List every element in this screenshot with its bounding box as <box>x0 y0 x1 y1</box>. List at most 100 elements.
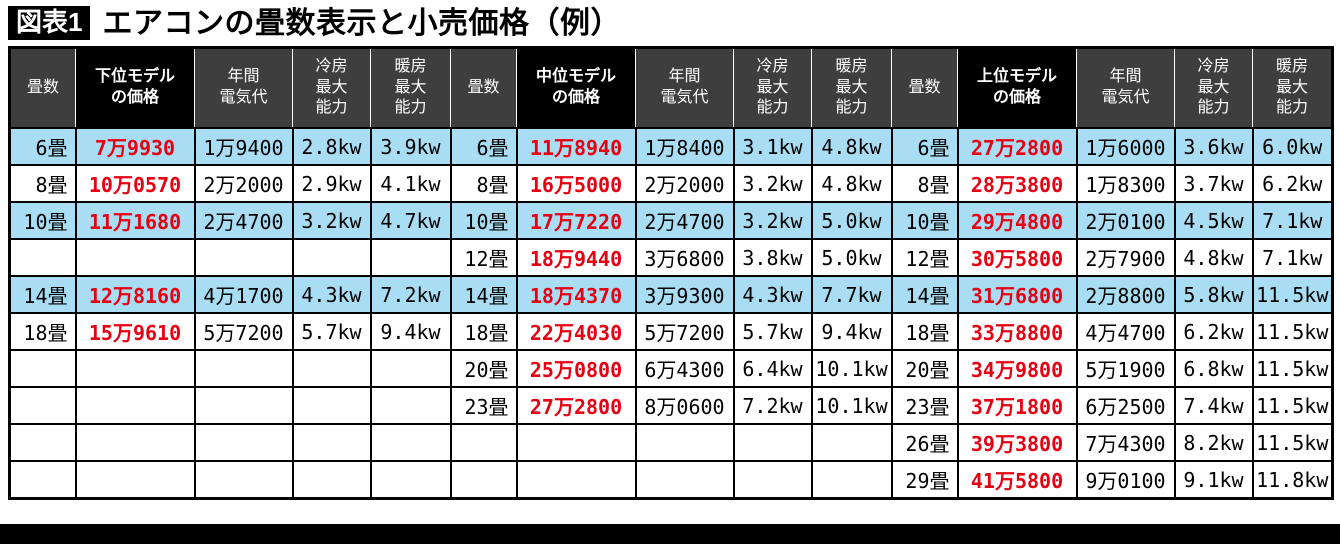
price-cell: 31万6800 <box>956 275 1078 314</box>
price-cell: 34万9800 <box>956 349 1078 388</box>
value-cell <box>369 423 452 462</box>
tatami-size-cell <box>8 460 77 500</box>
table-row: 10畳 11万1680 2万4700 3.2kw 4.7kw 10畳 17万7220 2万47… <box>8 201 1334 240</box>
price-cell: 27万2800 <box>956 127 1078 166</box>
value-cell <box>732 423 813 462</box>
tatami-size-cell: 8畳 <box>449 164 518 203</box>
value-cell: 6万4300 <box>634 349 735 388</box>
table-row: 12畳 18万9440 3万6800 3.8kw 5.0kw 12畳 30万5800 2万79… <box>8 238 1334 277</box>
value-cell: 1万6000 <box>1075 127 1176 166</box>
tatami-size-cell <box>8 238 77 277</box>
price-cell: 33万8800 <box>956 312 1078 351</box>
tatami-size-cell: 6畳 <box>8 127 77 166</box>
value-cell: 7万4300 <box>1075 423 1176 462</box>
value-cell: 3.6kw <box>1173 127 1254 166</box>
tatami-size-cell: 18畳 <box>890 312 959 351</box>
price-cell: 7万9930 <box>74 127 196 166</box>
value-cell <box>291 349 372 388</box>
price-cell: 18万9440 <box>515 238 637 277</box>
tatami-size-cell: 6畳 <box>449 127 518 166</box>
table-header-row: 畳数 下位モデル の価格 年間 電気代 冷房 最大 能力 暖房 最大 能力 畳数 中位モデル… <box>9 47 1333 129</box>
table-row: 6畳 7万9930 1万9400 2.8kw 3.9kw 6畳 11万8940 1万8400 3… <box>8 127 1334 166</box>
value-cell <box>193 349 294 388</box>
value-cell: 8.2kw <box>1173 423 1254 462</box>
tatami-size-cell: 18畳 <box>8 312 77 351</box>
tatami-size-cell: 6畳 <box>890 127 959 166</box>
value-cell: 5.0kw <box>810 238 893 277</box>
column-header: 暖房 最大 能力 <box>370 47 451 129</box>
table-row: 20畳 25万0800 6万4300 6.4kw 10.1kw 20畳 34万9800 5万1… <box>8 349 1334 388</box>
value-cell <box>193 460 294 500</box>
price-cell: 30万5800 <box>956 238 1078 277</box>
value-cell <box>291 460 372 500</box>
tatami-size-cell: 10畳 <box>8 201 77 240</box>
tatami-size-cell: 10畳 <box>890 201 959 240</box>
value-cell: 4万1700 <box>193 275 294 314</box>
value-cell: 9.4kw <box>810 312 893 351</box>
value-cell <box>634 423 735 462</box>
value-cell: 3.8kw <box>732 238 813 277</box>
table-row: 29畳 41万5800 9万0100 9.1kw 11.8kw <box>8 460 1334 500</box>
value-cell: 5.7kw <box>732 312 813 351</box>
price-cell: 29万4800 <box>956 201 1078 240</box>
value-cell: 10.1kw <box>810 349 893 388</box>
value-cell: 6.0kw <box>1251 127 1334 166</box>
price-cell <box>74 238 196 277</box>
column-header: 冷房 最大 能力 <box>1174 47 1253 129</box>
tatami-size-cell: 8畳 <box>8 164 77 203</box>
value-cell: 4.3kw <box>732 275 813 314</box>
value-cell: 2.9kw <box>291 164 372 203</box>
column-header: 畳数 <box>450 47 517 129</box>
figure-header: 図表1 エアコンの畳数表示と小売価格（例） <box>0 0 1340 46</box>
value-cell: 5万7200 <box>634 312 735 351</box>
value-cell <box>810 460 893 500</box>
column-header: 年間 電気代 <box>194 47 293 129</box>
value-cell: 3万6800 <box>634 238 735 277</box>
tatami-size-cell: 18畳 <box>449 312 518 351</box>
value-cell: 8万0600 <box>634 386 735 425</box>
value-cell: 6.2kw <box>1173 312 1254 351</box>
price-cell <box>74 423 196 462</box>
price-cell: 37万1800 <box>956 386 1078 425</box>
page-title: エアコンの畳数表示と小売価格（例） <box>102 6 621 40</box>
tatami-size-cell: 29畳 <box>890 460 959 500</box>
price-cell: 11万1680 <box>74 201 196 240</box>
value-cell <box>369 386 452 425</box>
bottom-divider-bar <box>0 524 1340 544</box>
tatami-size-cell <box>449 423 518 462</box>
tatami-size-cell: 12畳 <box>890 238 959 277</box>
value-cell: 4.8kw <box>810 164 893 203</box>
column-header: 畳数 <box>9 47 76 129</box>
value-cell: 3.2kw <box>732 164 813 203</box>
value-cell: 3.1kw <box>732 127 813 166</box>
value-cell: 5.7kw <box>291 312 372 351</box>
tatami-size-cell: 14畳 <box>890 275 959 314</box>
value-cell: 4.3kw <box>291 275 372 314</box>
price-cell: 22万4030 <box>515 312 637 351</box>
value-cell: 4万4700 <box>1075 312 1176 351</box>
table-row: 14畳 12万8160 4万1700 4.3kw 7.2kw 14畳 18万4370 3万93… <box>8 275 1334 314</box>
value-cell: 4.1kw <box>369 164 452 203</box>
price-cell <box>74 386 196 425</box>
price-cell: 28万3800 <box>956 164 1078 203</box>
value-cell <box>810 423 893 462</box>
value-cell <box>369 460 452 500</box>
value-cell: 4.8kw <box>810 127 893 166</box>
value-cell: 3.2kw <box>291 201 372 240</box>
value-cell: 3.9kw <box>369 127 452 166</box>
value-cell: 4.7kw <box>369 201 452 240</box>
table-row: 8畳 10万0570 2万2000 2.9kw 4.1kw 8畳 16万5000 2万2000… <box>8 164 1334 203</box>
figure-label-badge: 図表1 <box>8 5 91 41</box>
value-cell: 6万2500 <box>1075 386 1176 425</box>
price-cell: 12万8160 <box>74 275 196 314</box>
value-cell <box>193 386 294 425</box>
value-cell <box>732 460 813 500</box>
tatami-size-cell: 12畳 <box>449 238 518 277</box>
price-cell: 11万8940 <box>515 127 637 166</box>
value-cell: 2万0100 <box>1075 201 1176 240</box>
value-cell <box>193 423 294 462</box>
value-cell: 9万0100 <box>1075 460 1176 500</box>
value-cell: 2万4700 <box>634 201 735 240</box>
value-cell: 3.2kw <box>732 201 813 240</box>
price-cell <box>74 460 196 500</box>
